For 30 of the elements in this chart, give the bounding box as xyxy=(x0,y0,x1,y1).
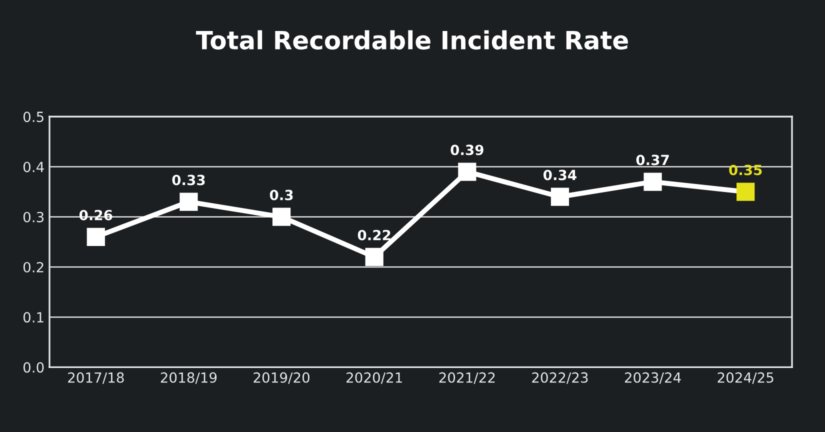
x-tick-label: 2021/22 xyxy=(439,372,495,384)
chart-title: Total Recordable Incident Rate xyxy=(196,30,628,50)
x-tick-label: 2020/21 xyxy=(346,372,402,384)
point xyxy=(86,228,105,246)
x-tick-label: 2019/20 xyxy=(254,372,310,384)
point xyxy=(458,162,476,181)
point xyxy=(272,208,291,226)
x-tick-label: 2023/24 xyxy=(624,372,681,384)
y-tick-label: 0.3 xyxy=(23,212,44,222)
y-tick-label: 0.1 xyxy=(23,312,44,323)
point xyxy=(365,248,384,266)
data-label: 0.22 xyxy=(358,230,390,240)
data-label: 0.3 xyxy=(270,190,293,200)
point xyxy=(550,188,570,206)
data-label: 0.33 xyxy=(172,174,205,186)
x-tick-label: 2024/25 xyxy=(718,372,774,384)
y-tick-label: 0.4 xyxy=(23,162,44,172)
data-label: 0.39 xyxy=(450,144,484,156)
data-label: 0.35 xyxy=(729,164,762,176)
data-label: 0.34 xyxy=(544,170,576,180)
x-tick-label: 2022/23 xyxy=(532,372,588,384)
x-tick-label: 2017/18 xyxy=(68,372,124,384)
point xyxy=(736,182,755,201)
x-tick-label: 2018/19 xyxy=(160,372,217,384)
y-tick-label: 0.5 xyxy=(23,112,44,122)
data-label: 0.37 xyxy=(636,154,669,166)
point xyxy=(644,172,662,191)
y-tick-label: 0.2 xyxy=(23,262,44,272)
point xyxy=(180,192,198,211)
y-tick-label: 0.0 xyxy=(23,362,44,373)
